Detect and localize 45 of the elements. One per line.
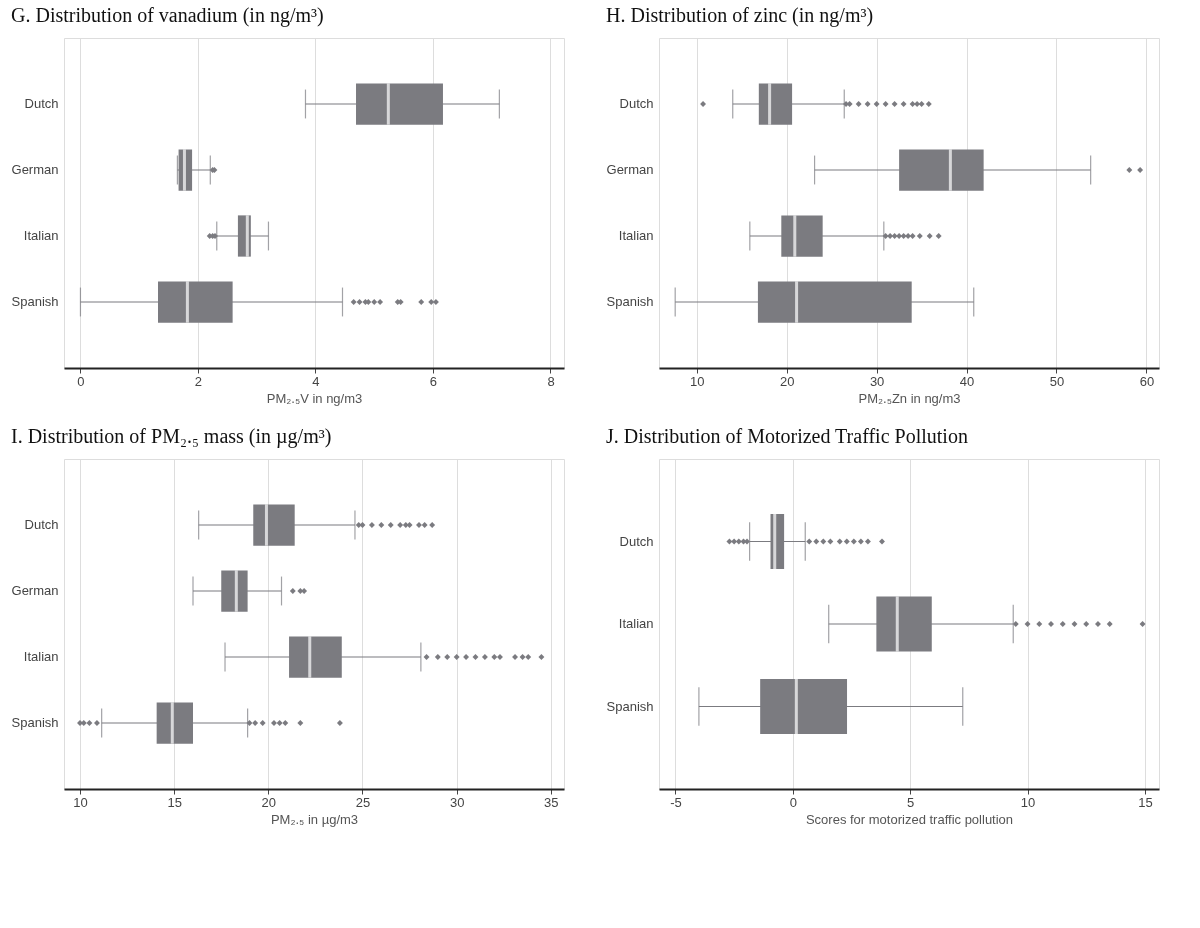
chart-title: H. Distribution of zinc (in ng/m³) [606, 4, 874, 27]
x-tick-label: 10 [690, 373, 705, 389]
x-tick-label: 30 [449, 794, 465, 810]
chart-title: I. Distribution of PM₂.₅ mass (in µg/m³) [11, 425, 332, 448]
y-tick-label: German [11, 583, 59, 598]
x-tick-label: 10 [73, 794, 88, 810]
y-tick-label: Dutch [24, 517, 59, 532]
x-tick-label: -5 [670, 794, 682, 810]
x-tick-label: 60 [1139, 373, 1155, 389]
x-tick-label: 10 [1020, 794, 1036, 810]
x-axis-title: PM₂.₅ in µg/m3 [270, 811, 359, 827]
x-tick-label: 0 [77, 373, 85, 389]
x-tick-label: 4 [312, 373, 320, 389]
y-tick-label: Spanish [11, 715, 59, 730]
x-tick-label: 40 [959, 373, 975, 389]
x-tick-label: 20 [779, 373, 795, 389]
x-tick-label: 6 [429, 373, 438, 389]
x-axis-title: Scores for motorized traffic pollution [805, 811, 1014, 827]
y-tick-label: Spanish [11, 294, 59, 309]
y-tick-label: Dutch [619, 96, 654, 111]
x-axis-title: PM₂.₅V in ng/m3 [266, 390, 363, 406]
y-tick-label: Italian [23, 649, 59, 664]
y-tick-label: Spanish [606, 698, 654, 714]
x-tick-label: 25 [355, 794, 371, 810]
y-tick-label: Spanish [606, 294, 654, 309]
y-tick-label: Dutch [24, 96, 59, 111]
x-tick-label: 30 [869, 373, 885, 389]
x-tick-label: 50 [1049, 373, 1065, 389]
y-tick-label: German [606, 162, 654, 177]
x-tick-label: 20 [261, 794, 277, 810]
x-tick-label: 15 [1138, 794, 1153, 810]
x-tick-label: 5 [907, 794, 915, 810]
chart-title: J. Distribution of Motorized Traffic Pollution [606, 425, 968, 447]
y-tick-label: Italian [618, 616, 654, 631]
y-tick-label: German [11, 162, 59, 177]
x-axis-title: PM₂.₅Zn in ng/m3 [858, 390, 961, 406]
y-tick-label: Italian [23, 228, 59, 243]
x-tick-label: 15 [167, 794, 182, 810]
x-tick-label: 0 [789, 794, 797, 810]
chart-title: G. Distribution of vanadium (in ng/m³) [11, 4, 324, 27]
x-tick-label: 35 [544, 794, 559, 810]
x-tick-label: 2 [194, 373, 203, 389]
y-tick-label: Dutch [619, 533, 654, 549]
x-tick-label: 8 [547, 373, 555, 389]
y-tick-label: Italian [618, 228, 654, 243]
